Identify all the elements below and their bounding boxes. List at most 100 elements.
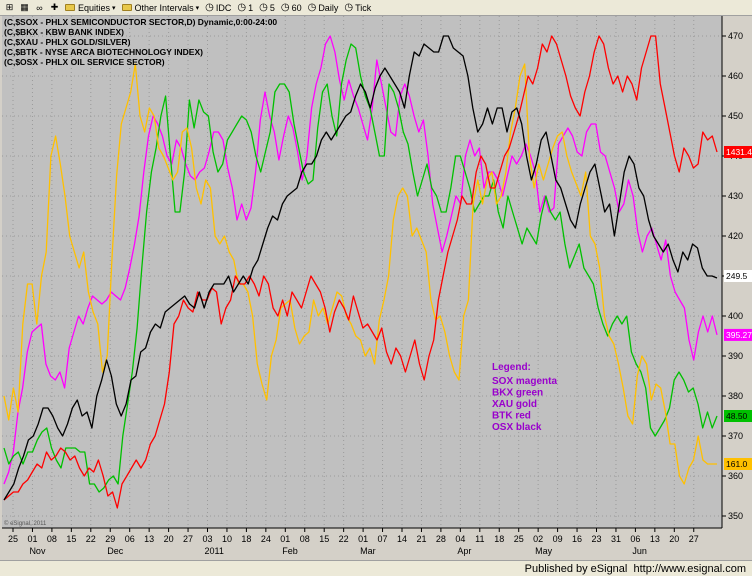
month-label: 2011 (205, 546, 224, 556)
y-tick-label: 390 (728, 351, 743, 361)
x-tick-label: 06 (630, 534, 640, 544)
interval-tick-button[interactable]: ◷ Tick (342, 1, 373, 14)
month-label: Feb (282, 546, 298, 556)
chart-area[interactable]: 25 01 08 15 22 29 06 13 20 27 03 10 18 24 01 08 15 22 01 07… (0, 16, 752, 560)
x-tick-label: 14 (397, 534, 407, 544)
interval-1-button[interactable]: ◷ 1 (235, 1, 255, 14)
clock-icon: ◷ (259, 2, 268, 13)
link-icon[interactable]: ∞ (36, 2, 43, 13)
x-tick-label: 09 (553, 534, 563, 544)
x-tick-label: 03 (202, 534, 212, 544)
y-tick-label: 380 (728, 391, 743, 401)
interval-60-button[interactable]: ◷ 60 (279, 1, 304, 14)
y-tick-label: 470 (728, 31, 743, 41)
chart-header-line: (C,$BTK - NYSE ARCA BIOTECHNOLOGY INDEX) (4, 47, 203, 57)
clock-icon: ◷ (307, 2, 317, 13)
x-tick-label: 04 (455, 534, 465, 544)
series-line-sox (3, 35, 718, 485)
x-tick-label: 21 (416, 534, 426, 544)
x-tick-label: 11 (475, 534, 484, 544)
last-value-tag-bg (724, 270, 752, 282)
x-tick-label: 27 (689, 534, 699, 544)
series-line-osx (3, 35, 718, 501)
x-tick-label: 31 (611, 534, 621, 544)
legend-entry: XAU gold (492, 399, 537, 410)
x-tick-label: 27 (183, 534, 193, 544)
interval-label: 60 (291, 2, 302, 13)
esignal-url-link[interactable]: http://www.esignal.com (633, 562, 747, 575)
x-tick-label: 02 (533, 534, 543, 544)
x-tick-label: 22 (86, 534, 96, 544)
x-tick-label: 07 (378, 534, 388, 544)
series-line-xau (3, 63, 717, 485)
crosshair-icon[interactable]: ✚ (50, 2, 59, 12)
last-value-label: 395.27 (726, 330, 752, 340)
last-value-tag-xau (724, 458, 752, 470)
x-tick-label: 25 (8, 534, 18, 544)
idc-button[interactable]: ◷ IDC (203, 1, 233, 14)
folder-icon (65, 4, 75, 11)
x-tick-label: 13 (144, 534, 154, 544)
chevron-down-icon: ▾ (195, 4, 200, 12)
last-value-tag-bkx (724, 410, 752, 422)
interval-daily-button[interactable]: ◷ Daily (306, 1, 341, 14)
y-tick-label: 450 (728, 111, 743, 121)
x-tick-label: 06 (125, 534, 135, 544)
y-tick-label: 400 (728, 311, 743, 321)
x-tick-label: 10 (222, 534, 232, 544)
last-value-tag-sox (724, 328, 752, 341)
other-intervals-dropdown[interactable]: Other Intervals ▾ (120, 1, 202, 14)
chart-header-line: (C,$XAU - PHLX GOLD/SILVER) (4, 37, 131, 47)
published-by-label: Published by eSignal (524, 562, 628, 575)
y-tick-label: 370 (728, 431, 743, 441)
y-tick-label: 360 (728, 471, 743, 481)
x-tick-label: 18 (494, 534, 504, 544)
last-value-label: 1431.4 (726, 147, 752, 157)
month-label: May (535, 546, 553, 556)
chevron-down-icon: ▾ (112, 4, 116, 12)
layout-icon[interactable]: ⊞ (5, 2, 14, 12)
x-tick-label: 16 (572, 534, 582, 544)
price-chart[interactable]: 25 01 08 15 22 29 06 13 20 27 03 10 18 24 01 08 15 22 01 07… (0, 16, 752, 560)
other-intervals-label: Other Intervals (134, 2, 194, 13)
x-tick-label: 25 (514, 534, 524, 544)
legend-entry: OSX black (492, 422, 542, 433)
clock-icon: ◷ (205, 2, 214, 13)
last-value-label: 249.5 (726, 271, 748, 281)
equities-dropdown[interactable]: Equities ▾ (63, 1, 118, 14)
grid-icon[interactable]: ▦ (20, 2, 29, 12)
month-label: Mar (360, 546, 376, 556)
x-tick-label: 20 (164, 534, 174, 544)
status-bar: Published by eSignal http://www.esignal.… (0, 560, 752, 576)
legend-entry: BKX green (492, 388, 543, 399)
y-tick-label: 420 (728, 231, 743, 241)
x-tick-label: 29 (105, 534, 115, 544)
month-label: Jun (632, 546, 647, 556)
clock-icon: ◷ (237, 2, 247, 13)
x-tick-label: 08 (300, 534, 310, 544)
month-label: Dec (107, 546, 124, 556)
x-tick-label: 24 (261, 534, 271, 544)
esignal-watermark: © eSignal, 2011 (4, 520, 47, 527)
legend-entry: SOX magenta (492, 376, 557, 387)
chart-header-line: (C,$OSX - PHLX OIL SERVICE SECTOR) (4, 57, 165, 67)
x-tick-label: 15 (319, 534, 329, 544)
clock-icon: ◷ (280, 2, 290, 13)
interval-5-button[interactable]: ◷ 5 (257, 1, 277, 14)
series-line-bkx (3, 43, 718, 493)
month-label: Nov (29, 546, 46, 556)
y-tick-label: 460 (728, 71, 743, 81)
folder-icon (121, 4, 132, 11)
interval-label: 5 (269, 2, 275, 13)
month-label: Apr (457, 546, 471, 556)
last-value-label: 161.0 (726, 459, 748, 469)
interval-label: 1 (248, 2, 254, 13)
x-tick-label: 23 (591, 534, 601, 544)
last-value-label: 48.50 (726, 411, 748, 421)
clock-icon: ◷ (344, 2, 354, 13)
chart-header-line: (C,$SOX - PHLX SEMICONDUCTOR SECTOR,D) D… (4, 17, 277, 27)
legend-entry: BTK red (492, 411, 531, 422)
toolbar: ⊞ ▦ ∞ ✚ Equities ▾ Other Intervals ▾ ◷ I… (0, 0, 752, 16)
legend-title: Legend: (492, 362, 531, 373)
x-tick-label: 01 (280, 534, 290, 544)
